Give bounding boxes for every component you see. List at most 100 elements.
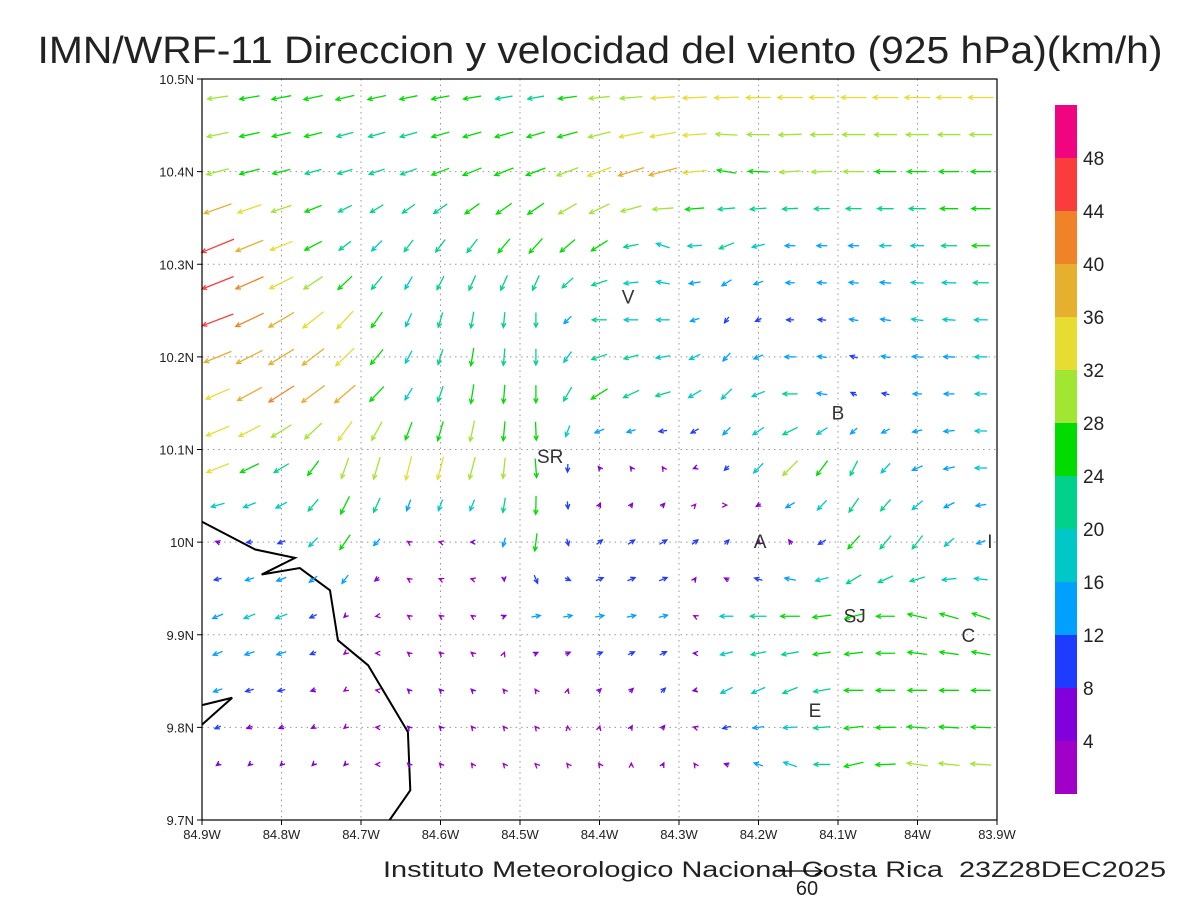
wind-arrow-head [404, 283, 410, 291]
wind-arrow [590, 353, 608, 361]
wind-arrow-shaft [495, 131, 514, 138]
wind-arrow [534, 687, 540, 695]
wind-arrow-shaft [752, 725, 765, 729]
wind-arrow [205, 131, 229, 139]
wind-arrow [557, 202, 578, 215]
wind-arrow-shaft [470, 347, 475, 366]
wind-arrow [275, 650, 287, 657]
wind-arrow-head [204, 394, 212, 400]
wind-arrow-head [438, 762, 445, 769]
wind-arrow [238, 131, 260, 139]
wind-arrow [815, 391, 828, 397]
wind-arrow-head [370, 284, 377, 291]
colorbar-label: 32 [1083, 361, 1104, 382]
wind-arrow-head [303, 245, 310, 251]
wind-arrow-shaft [404, 350, 413, 364]
wind-arrow [470, 688, 477, 695]
wind-arrow [745, 131, 770, 138]
wind-arrow [720, 388, 733, 401]
wind-arrow-head [619, 207, 627, 213]
wind-arrow [276, 687, 286, 693]
wind-arrow [500, 457, 507, 480]
wind-arrow [333, 384, 356, 404]
wind-arrow-head [557, 209, 564, 215]
wind-arrow-shaft [720, 651, 734, 656]
wind-arrow-shaft [373, 538, 381, 546]
wind-arrow-shaft [370, 311, 383, 328]
wind-arrow-head [911, 504, 918, 511]
wind-arrow [689, 428, 700, 434]
wind-arrow [404, 456, 413, 482]
wind-arrow-head [906, 649, 913, 656]
wind-arrow-shaft [976, 540, 986, 545]
wind-arrow [810, 169, 833, 175]
wind-arrow-shaft [502, 384, 506, 404]
wind-arrow-shaft [304, 422, 323, 440]
wind-arrow-head [781, 724, 789, 731]
wind-arrow [500, 614, 508, 620]
wind-arrow [565, 651, 572, 657]
wind-arrow-head [468, 398, 475, 405]
wind-arrow-shaft [437, 312, 444, 328]
wind-arrow-head [684, 206, 691, 212]
wind-arrow-head [596, 687, 603, 694]
wind-arrow-shaft [974, 577, 988, 581]
wind-arrow-head [692, 615, 699, 621]
wind-arrow-head [206, 95, 213, 102]
wind-arrow-shaft [939, 613, 959, 620]
wind-arrow-head [242, 614, 250, 620]
wind-arrow-shaft [404, 276, 413, 290]
wind-arrow-head [843, 614, 851, 621]
wind-arrow-head [721, 502, 729, 508]
wind-arrow-head [625, 428, 633, 434]
wind-arrow [468, 420, 476, 443]
wind-arrow-head [942, 354, 949, 360]
wind-arrow [908, 576, 926, 583]
wind-arrow [303, 204, 322, 213]
wind-arrow-shaft [911, 318, 924, 322]
wind-arrow-head [398, 133, 406, 139]
wind-arrow-shaft [244, 651, 255, 656]
wind-arrow-head [334, 96, 341, 102]
wind-arrow-head [469, 577, 477, 583]
wind-arrow [971, 280, 989, 286]
wind-arrow-shaft [588, 131, 611, 138]
wind-arrow-head [783, 354, 790, 360]
wind-arrow-shaft [847, 535, 861, 550]
wind-arrow-shaft [243, 613, 256, 620]
wind-arrow-head [370, 322, 377, 329]
wind-arrow [200, 238, 235, 254]
wind-arrow-head [812, 205, 820, 212]
wind-arrow-head [911, 543, 918, 550]
wind-arrow [398, 95, 418, 102]
colorbar-swatch [1055, 105, 1077, 158]
wind-arrow-shaft [911, 281, 924, 284]
wind-arrow-shaft [690, 317, 700, 322]
wind-arrow [909, 242, 925, 249]
wind-arrow-shaft [813, 651, 831, 656]
wind-arrow-shaft [534, 533, 538, 552]
wind-arrow-head [234, 322, 241, 328]
wind-arrow-head [566, 762, 572, 769]
wind-arrow-head [936, 131, 943, 138]
colorbar-swatch [1055, 688, 1077, 741]
wind-arrow-head [871, 94, 879, 101]
wind-arrow-shaft [563, 315, 572, 324]
wind-arrow [374, 688, 381, 694]
wind-arrow-shaft [204, 203, 232, 215]
wind-arrow-head [753, 576, 760, 582]
wind-arrow [648, 131, 677, 139]
wind-arrow-head [848, 317, 855, 323]
wind-arrow [308, 613, 318, 619]
wind-arrow-head [598, 576, 605, 582]
wind-arrow-head [909, 242, 916, 249]
wind-arrow-head [308, 613, 315, 619]
wind-arrow-head [371, 435, 377, 442]
wind-arrow [268, 276, 294, 290]
wind-arrow-shaft [753, 462, 764, 474]
wind-arrow [336, 168, 353, 176]
wind-arrow [587, 131, 611, 139]
wind-arrow [561, 277, 574, 289]
wind-arrow [565, 724, 571, 732]
